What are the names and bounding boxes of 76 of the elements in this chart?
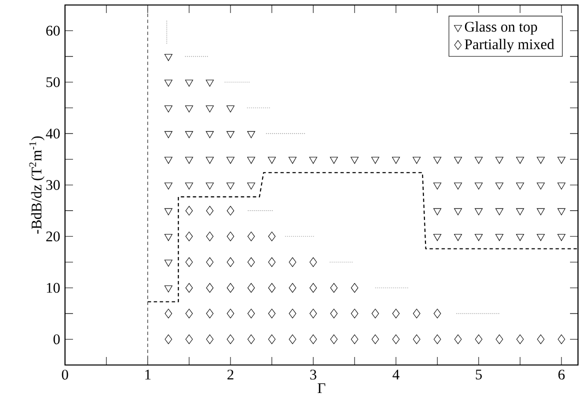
point [412,334,420,344]
point [206,308,214,318]
point [268,283,276,293]
legend-label: Partially mixed [464,38,554,52]
point [372,334,379,344]
point [310,283,317,293]
point [330,334,338,344]
point [206,232,214,242]
point [164,308,172,318]
point [310,257,317,267]
point [164,334,172,344]
point [268,257,276,267]
y-tick-label: 20 [46,231,60,242]
point [226,334,234,344]
point [434,308,442,318]
point [412,308,420,318]
point [226,206,234,216]
x-tick-label: 1 [145,370,151,380]
point [248,334,255,344]
point [454,334,462,344]
point [185,283,193,293]
legend-label: Glass on top [464,21,538,35]
point [288,308,296,318]
point [350,308,358,318]
point [268,232,276,242]
point [248,232,255,242]
x-tick-label: 3 [310,370,316,380]
point [185,232,193,242]
point [248,283,255,293]
point [434,334,442,344]
point [310,308,317,318]
point [516,334,524,344]
point [537,334,544,344]
point [330,308,338,318]
point [268,308,276,318]
point [310,334,317,344]
point [206,257,214,267]
y-tick-label: 30 [46,180,60,190]
y-tick-label: 50 [46,77,60,88]
point [475,334,482,344]
point [392,308,400,318]
x-tick-label: 4 [392,370,400,380]
point [185,334,193,344]
point [226,308,234,318]
y-tick-label: 10 [46,282,60,293]
point [392,334,400,344]
point [206,334,214,344]
x-tick-label: 5 [476,370,482,380]
point [288,334,296,344]
y-tick-label: 0 [54,334,60,344]
point [206,283,214,293]
point [226,232,234,242]
x-tick-label: 0 [62,370,68,380]
point [372,308,379,318]
point [185,308,193,318]
point [496,334,504,344]
x-tick-label: 2 [227,370,234,380]
y-tick-label: 40 [46,128,60,139]
point [248,257,255,267]
point [226,257,234,267]
y-tick-label: 60 [46,26,60,36]
point [185,206,193,216]
point [350,334,358,344]
point [288,257,296,267]
point [350,283,358,293]
point [185,257,193,267]
point [206,206,214,216]
point [288,283,296,293]
point [268,334,276,344]
x-axis-title: Γ [318,383,326,394]
point [226,283,234,293]
point [248,308,255,318]
point [330,283,338,293]
point [558,334,566,344]
x-tick-label: 6 [558,370,565,380]
y-axis-title: -BdB/dz (T$^{2}$m$^{-1}$) [29,136,44,234]
